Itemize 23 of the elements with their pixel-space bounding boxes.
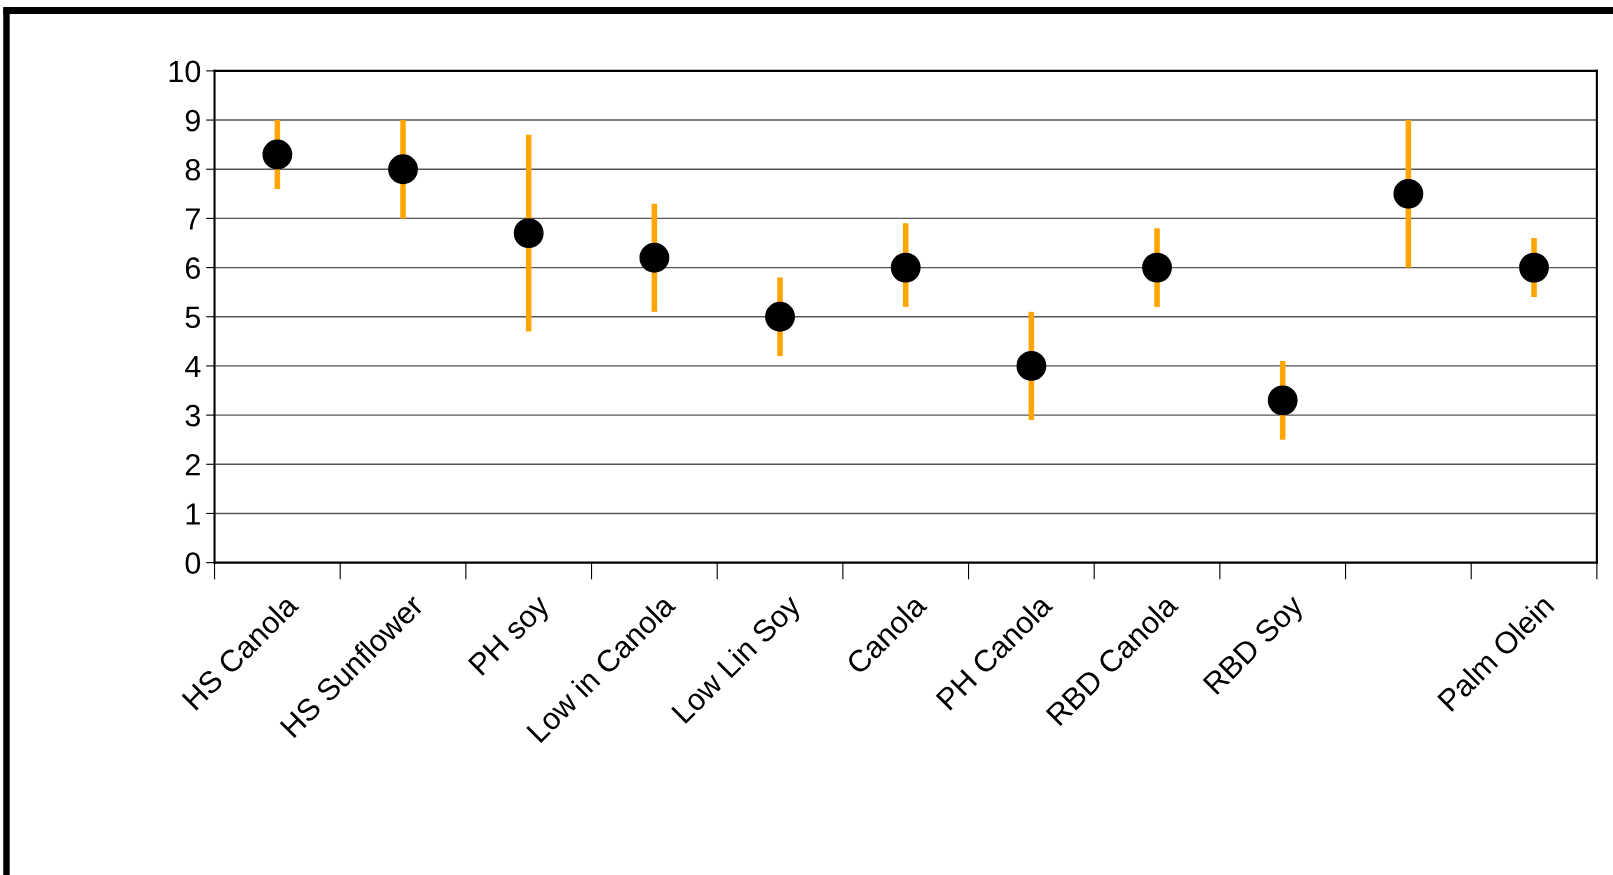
y-tick-label: 9 xyxy=(185,109,200,132)
point xyxy=(1016,350,1047,381)
y-tick-label: 8 xyxy=(185,158,201,181)
point xyxy=(262,139,293,170)
point xyxy=(388,154,418,185)
x-tick-label: PH soy xyxy=(467,592,556,681)
y-tick-label: 6 xyxy=(185,257,200,279)
y-tick-label: 0 xyxy=(185,552,201,574)
point xyxy=(1267,385,1298,416)
point xyxy=(513,218,544,249)
y-tick-label: 3 xyxy=(185,404,200,427)
point xyxy=(1142,252,1172,283)
y-tick-label: 7 xyxy=(185,208,200,230)
point xyxy=(639,242,670,273)
y-tick-label: 5 xyxy=(185,306,201,329)
y-tick-label: 10 xyxy=(169,60,201,83)
point xyxy=(765,301,795,332)
y-tick-label: 2 xyxy=(185,454,200,476)
y-tick-label: 4 xyxy=(185,355,201,377)
point xyxy=(1519,252,1549,283)
point xyxy=(1393,178,1424,209)
y-tick-label: 1 xyxy=(186,503,200,525)
point xyxy=(890,252,921,283)
